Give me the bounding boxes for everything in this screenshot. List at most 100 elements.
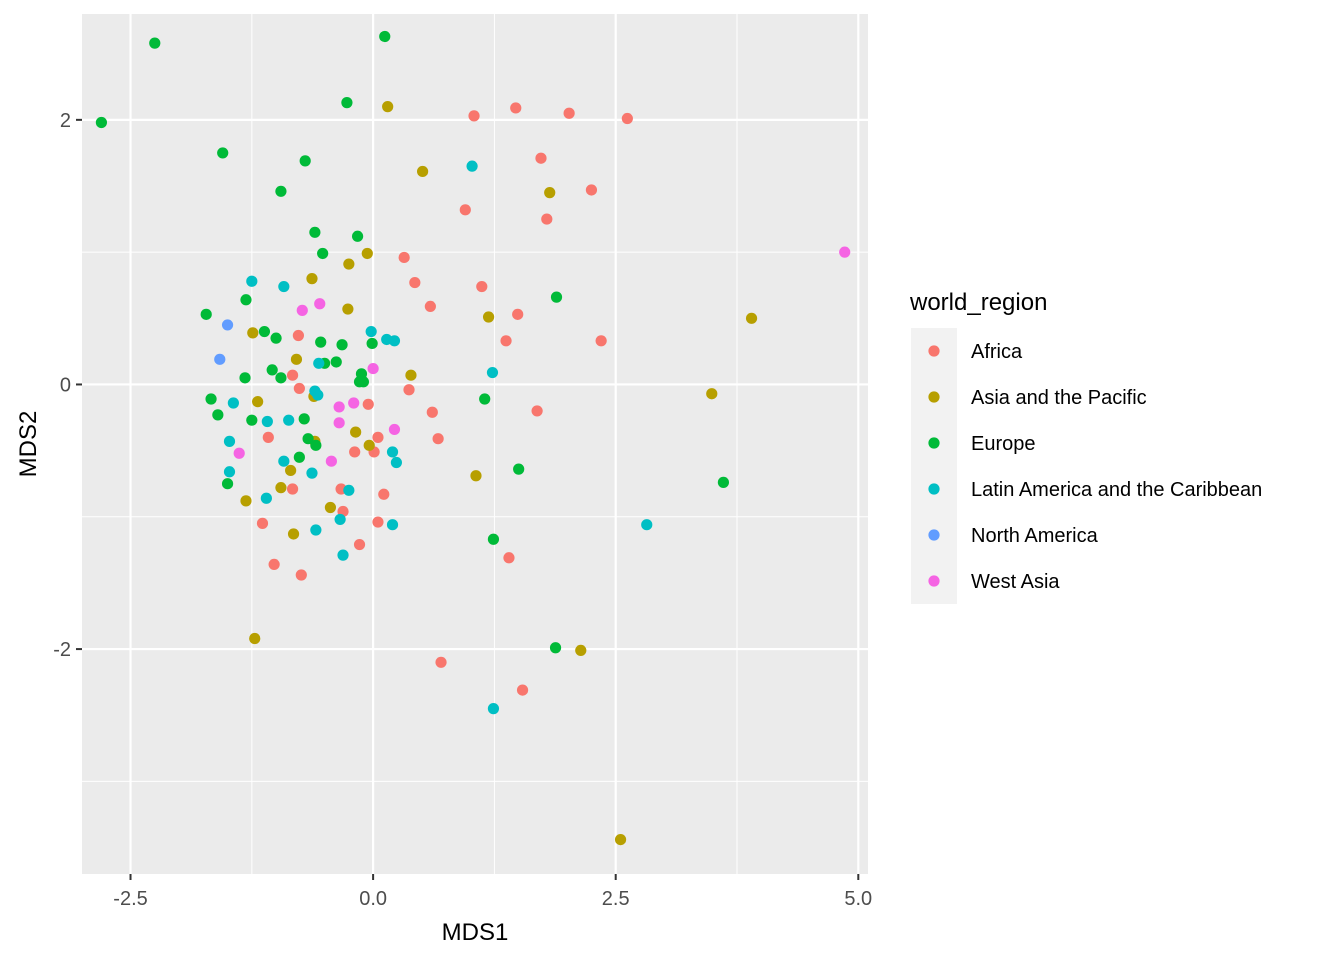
point-africa [293, 382, 305, 395]
x-axis-ticks: -2.5 0.0 2.5 5.0 [113, 874, 872, 910]
y-tick-label: -2 [53, 639, 71, 661]
point-asia-and-the-pacific [417, 165, 429, 178]
point-latin-america-and-the-caribbean [337, 549, 349, 561]
point-europe [240, 294, 252, 306]
point-africa [476, 280, 488, 293]
point-asia-and-the-pacific [247, 327, 259, 339]
point-europe [275, 372, 287, 384]
x-axis-title: MDS1 [442, 919, 509, 946]
point-latin-america-and-the-caribbean [223, 435, 236, 447]
point-europe [309, 226, 321, 238]
x-tick-label: -2.5 [113, 888, 147, 910]
point-west-asia [233, 447, 245, 459]
plot-panel [82, 14, 868, 874]
point-africa [563, 107, 575, 119]
point-asia-and-the-pacific [614, 834, 627, 846]
point-asia-and-the-pacific [363, 439, 375, 451]
point-asia-and-the-pacific [350, 426, 362, 438]
point-asia-and-the-pacific [290, 353, 303, 365]
point-west-asia [348, 397, 360, 409]
point-africa [531, 405, 543, 417]
legend-key-africa [928, 345, 940, 357]
data-points [95, 30, 851, 846]
point-africa [349, 446, 361, 458]
point-africa [292, 329, 304, 342]
legend-label-africa: Africa [971, 341, 1023, 363]
point-europe [351, 230, 364, 242]
point-africa [286, 483, 299, 495]
point-africa [372, 431, 384, 443]
point-africa [510, 102, 522, 114]
point-latin-america-and-the-caribbean [227, 397, 239, 409]
point-asia-and-the-pacific [706, 388, 718, 400]
point-africa [621, 112, 633, 125]
point-asia-and-the-pacific [252, 396, 264, 408]
legend-label-asia-and-the-pacific: Asia and the Pacific [971, 387, 1147, 409]
point-africa [459, 204, 471, 216]
point-latin-america-and-the-caribbean [390, 456, 402, 469]
point-latin-america-and-the-caribbean [306, 467, 318, 479]
point-africa [500, 335, 512, 347]
point-latin-america-and-the-caribbean [223, 466, 236, 478]
point-asia-and-the-pacific [306, 273, 318, 285]
point-africa [378, 488, 390, 500]
point-latin-america-and-the-caribbean [312, 389, 324, 401]
point-asia-and-the-pacific [470, 470, 482, 482]
legend-key-north-america [928, 529, 940, 541]
point-africa [516, 684, 529, 696]
point-north-america [214, 353, 226, 365]
point-latin-america-and-the-caribbean [466, 160, 478, 172]
point-latin-america-and-the-caribbean [386, 519, 399, 531]
point-europe [513, 463, 525, 475]
point-europe [479, 393, 491, 405]
point-asia-and-the-pacific [405, 369, 417, 381]
point-africa [268, 558, 280, 571]
y-axis-title: MDS2 [15, 411, 42, 478]
legend-label-europe: Europe [971, 433, 1036, 455]
point-europe [293, 451, 305, 463]
point-europe [302, 433, 314, 445]
point-latin-america-and-the-caribbean [278, 280, 290, 293]
major-gridlines [82, 14, 868, 874]
y-axis-ticks: 2 0 -2 [53, 110, 82, 661]
point-africa [262, 431, 274, 443]
legend-label-latin-america-and-the-caribbean: Latin America and the Caribbean [971, 479, 1262, 501]
legend-label-north-america: North America [971, 525, 1099, 547]
point-asia-and-the-pacific [544, 187, 556, 199]
point-europe [487, 533, 500, 545]
point-asia-and-the-pacific [275, 482, 287, 494]
point-north-america [221, 319, 234, 331]
point-europe [217, 147, 229, 159]
legend-key-latin-america-and-the-caribbean [928, 483, 940, 495]
point-latin-america-and-the-caribbean [283, 414, 295, 426]
point-europe [549, 642, 562, 654]
point-europe [366, 337, 378, 350]
point-africa [503, 552, 515, 564]
point-latin-america-and-the-caribbean [486, 366, 499, 379]
legend-key-background [911, 328, 957, 604]
point-asia-and-the-pacific [287, 528, 300, 540]
point-europe [341, 97, 353, 109]
point-latin-america-and-the-caribbean [313, 357, 325, 369]
point-west-asia [839, 246, 851, 258]
point-europe [299, 155, 311, 167]
point-africa [353, 538, 366, 551]
point-latin-america-and-the-caribbean [343, 484, 355, 496]
point-latin-america-and-the-caribbean [260, 492, 272, 504]
point-latin-america-and-the-caribbean [310, 524, 322, 536]
point-africa [512, 308, 524, 320]
point-latin-america-and-the-caribbean [487, 703, 500, 715]
point-asia-and-the-pacific [361, 247, 373, 260]
point-africa [424, 300, 436, 312]
point-asia-and-the-pacific [575, 644, 587, 657]
point-europe [717, 476, 730, 488]
point-latin-america-and-the-caribbean [278, 455, 290, 467]
point-africa [286, 369, 299, 381]
legend: world_region Africa Asia and the Pacific E… [909, 289, 1262, 604]
point-africa [595, 335, 607, 347]
point-asia-and-the-pacific [324, 501, 337, 514]
legend-key-europe [928, 437, 940, 449]
point-europe [149, 37, 161, 49]
point-asia-and-the-pacific [285, 464, 297, 477]
